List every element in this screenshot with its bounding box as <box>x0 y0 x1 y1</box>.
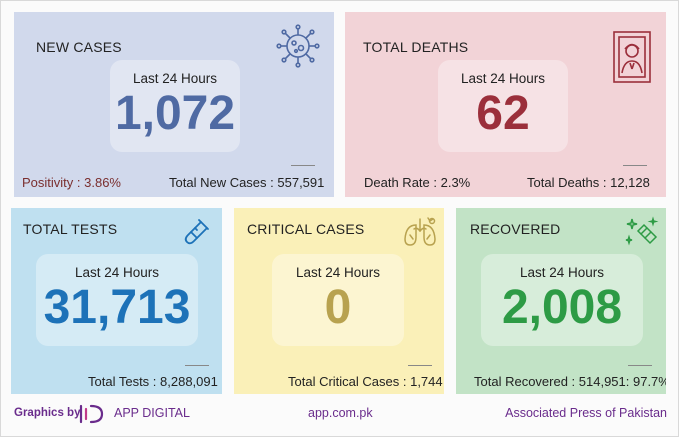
portrait-frame-icon <box>613 31 651 83</box>
footer-bar: Graphics by APP DIGITAL app.com.pk Assoc… <box>0 404 679 426</box>
divider <box>623 165 647 166</box>
sparkle-hand-icon <box>625 216 659 246</box>
divider <box>291 165 315 166</box>
critical-period: Last 24 Hours <box>295 265 381 280</box>
recovered-value: 2,008 <box>501 281 623 334</box>
positivity-text: Positivity : 3.86% <box>22 175 121 190</box>
total-tests-text: Total Tests : 8,288,091 <box>88 374 218 389</box>
tests-period: Last 24 Hours <box>74 265 160 280</box>
total-deaths-text: Total Deaths : 12,128 <box>527 175 650 190</box>
website-link[interactable]: app.com.pk <box>308 406 373 420</box>
critical-value: 0 <box>324 281 352 334</box>
press-agency-label: Associated Press of Pakistan <box>505 406 667 420</box>
app-digital-brand: APP DIGITAL <box>114 406 190 420</box>
total-tests-card: TOTAL TESTS Last 24 Hours 31,713 Total T… <box>11 208 222 394</box>
test-tube-icon <box>184 219 209 245</box>
new-cases-title: NEW CASES <box>36 39 122 55</box>
recovered-period: Last 24 Hours <box>519 265 605 280</box>
death-rate-text: Death Rate : 2.3% <box>364 175 471 190</box>
divider <box>408 365 432 366</box>
graphics-by-label: Graphics by <box>14 407 81 419</box>
tests-panel: Last 24 Hours 31,713 <box>36 254 198 346</box>
total-deaths-title: TOTAL DEATHS <box>363 39 469 55</box>
critical-cases-card: CRITICAL CASES Last 24 Hours 0 Total Cri… <box>234 208 444 394</box>
new-cases-card: NEW CASES Last 24 Hours 1,072 Positivity… <box>14 12 334 197</box>
recovered-panel: Last 24 Hours 2,008 <box>481 254 643 346</box>
total-recovered-text: Total Recovered : 514,951: 97.7% <box>474 374 666 389</box>
new-cases-period: Last 24 Hours <box>132 71 218 86</box>
virus-icon <box>276 24 320 68</box>
recovered-title: RECOVERED <box>470 221 561 237</box>
total-new-cases-text: Total New Cases : 557,591 <box>169 175 325 190</box>
total-deaths-card: TOTAL DEATHS Last 24 Hours 62 Death Rate… <box>345 12 666 197</box>
critical-panel: Last 24 Hours 0 <box>272 254 404 346</box>
deaths-value: 62 <box>476 87 530 140</box>
tests-value: 31,713 <box>43 281 191 334</box>
divider <box>185 365 209 366</box>
deaths-period: Last 24 Hours <box>460 71 546 86</box>
total-tests-title: TOTAL TESTS <box>23 221 118 237</box>
deaths-panel: Last 24 Hours 62 <box>438 60 568 152</box>
total-critical-text: Total Critical Cases : 1,744 <box>288 374 443 389</box>
lungs-icon <box>404 217 436 246</box>
recovered-card: RECOVERED Last 24 Hours 2,008 Total Reco… <box>456 208 666 394</box>
app-digital-logo-icon <box>79 404 104 424</box>
divider <box>628 365 652 366</box>
new-cases-value: 1,072 <box>114 87 236 140</box>
critical-cases-title: CRITICAL CASES <box>247 221 365 237</box>
new-cases-panel: Last 24 Hours 1,072 <box>110 60 240 152</box>
